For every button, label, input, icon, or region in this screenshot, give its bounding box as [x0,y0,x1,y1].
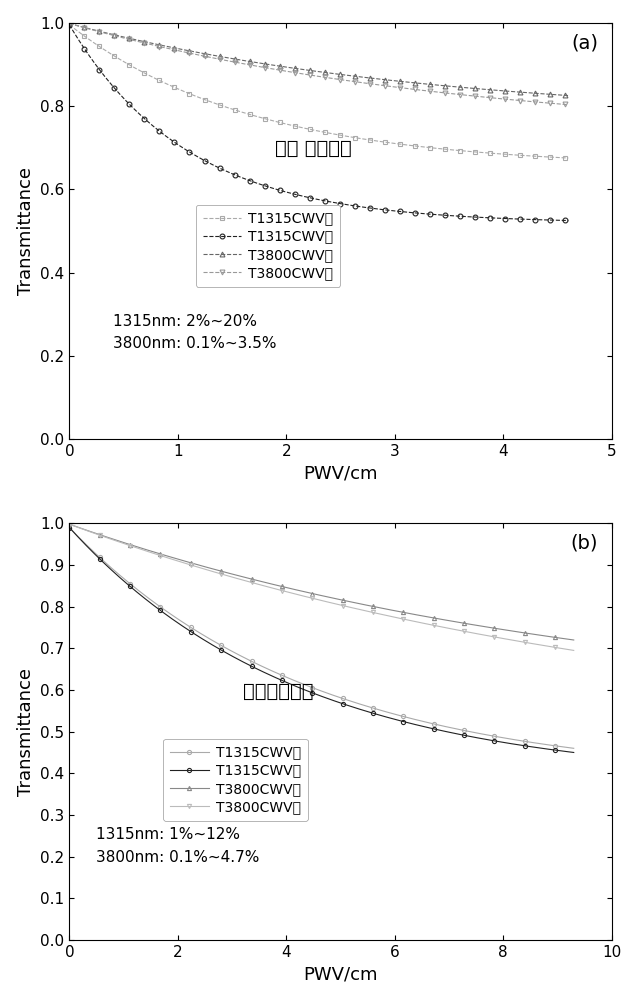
T3800CWV窄 [66,17,73,29]
T3800CWV窄 [67,519,75,531]
T3800CWV宽 [366,606,373,618]
Line: T1315CWV窄: T1315CWV窄 [67,22,571,160]
T1315CWV窄 [486,147,494,159]
T1315CWV窄 [523,736,530,748]
T1315CWV窄 [66,19,73,31]
T3800CWV窄 [361,71,369,83]
T1315CWV宽 [361,201,369,213]
T1315CWV宽 [518,213,526,225]
T3800CWV宽 [375,608,382,620]
T3800CWV宽 [67,519,75,531]
T3800CWV宽 [66,17,73,29]
T3800CWV宽 [486,92,494,104]
Legend: T1315CWV窄, T1315CWV宽, T3800CWV窄, T3800CWV宽: T1315CWV窄, T1315CWV宽, T3800CWV窄, T3800CW… [196,205,341,287]
T1315CWV窄 [491,730,498,742]
Line: T1315CWV宽: T1315CWV宽 [67,22,571,223]
Text: (a): (a) [571,33,598,52]
T1315CWV宽 [486,212,494,224]
T3800CWV窄 [364,599,372,611]
T1315CWV宽 [67,523,75,535]
T1315CWV宽 [67,22,75,34]
T1315CWV宽 [523,740,530,752]
T1315CWV窄 [364,701,372,713]
T1315CWV宽 [66,19,73,31]
Line: T1315CWV宽: T1315CWV宽 [67,525,576,755]
T3800CWV窄 [486,84,494,96]
T3800CWV窄 [371,73,378,85]
T3800CWV宽 [565,99,572,111]
T3800CWV窄 [375,601,382,613]
T3800CWV宽 [570,644,577,656]
T1315CWV窄 [565,152,572,164]
X-axis label: PWV/cm: PWV/cm [303,465,378,483]
Line: T3800CWV窄: T3800CWV窄 [67,21,571,98]
T3800CWV窄 [518,86,526,98]
T3800CWV宽 [362,77,370,89]
Text: 1315nm: 2%~20%
3800nm: 0.1%~3.5%: 1315nm: 2%~20% 3800nm: 0.1%~3.5% [113,314,276,351]
T3800CWV窄 [366,600,373,612]
T3800CWV窄 [523,627,530,639]
Line: T3800CWV宽: T3800CWV宽 [67,522,576,652]
T3800CWV窄 [565,90,572,102]
T1315CWV宽 [366,706,373,718]
T1315CWV窄 [570,742,577,754]
T1315CWV窄 [371,135,378,147]
T1315CWV宽 [66,522,73,534]
T3800CWV宽 [67,18,75,30]
T1315CWV窄 [66,522,73,534]
Legend: T1315CWV窄, T1315CWV宽, T3800CWV窄, T3800CWV宽: T1315CWV窄, T1315CWV宽, T3800CWV窄, T3800CW… [163,739,308,821]
Text: 嗀什大气模式: 嗀什大气模式 [243,682,313,701]
T3800CWV宽 [523,637,530,649]
Line: T3800CWV窄: T3800CWV窄 [67,522,576,642]
Line: T3800CWV宽: T3800CWV宽 [67,21,571,107]
X-axis label: PWV/cm: PWV/cm [303,965,378,983]
T3800CWV宽 [66,518,73,530]
T1315CWV窄 [375,704,382,716]
T3800CWV窄 [570,634,577,646]
Text: (b): (b) [570,534,598,553]
T3800CWV宽 [491,631,498,643]
T1315CWV窄 [67,523,75,535]
T3800CWV窄 [67,18,75,30]
Y-axis label: Transmittance: Transmittance [17,167,34,295]
T1315CWV窄 [518,149,526,161]
T3800CWV窄 [66,518,73,530]
Y-axis label: Transmittance: Transmittance [17,668,34,796]
T3800CWV窄 [362,72,370,84]
Text: 1315nm: 1%~12%
3800nm: 0.1%~4.7%: 1315nm: 1%~12% 3800nm: 0.1%~4.7% [96,827,260,865]
T1315CWV窄 [366,701,373,713]
T1315CWV宽 [371,203,378,215]
T3800CWV窄 [491,622,498,634]
T3800CWV宽 [364,605,372,617]
T3800CWV宽 [371,78,378,90]
T3800CWV宽 [361,77,369,89]
Text: 合肥 大气模式: 合肥 大气模式 [276,139,352,158]
T1315CWV宽 [491,735,498,747]
T1315CWV窄 [362,133,370,145]
T1315CWV宽 [570,746,577,758]
T3800CWV宽 [518,95,526,107]
T1315CWV宽 [375,709,382,721]
T1315CWV窄 [361,133,369,145]
T1315CWV窄 [67,20,75,32]
T1315CWV宽 [362,202,370,214]
T1315CWV宽 [364,706,372,718]
Line: T1315CWV窄: T1315CWV窄 [67,525,576,750]
T1315CWV宽 [565,215,572,227]
